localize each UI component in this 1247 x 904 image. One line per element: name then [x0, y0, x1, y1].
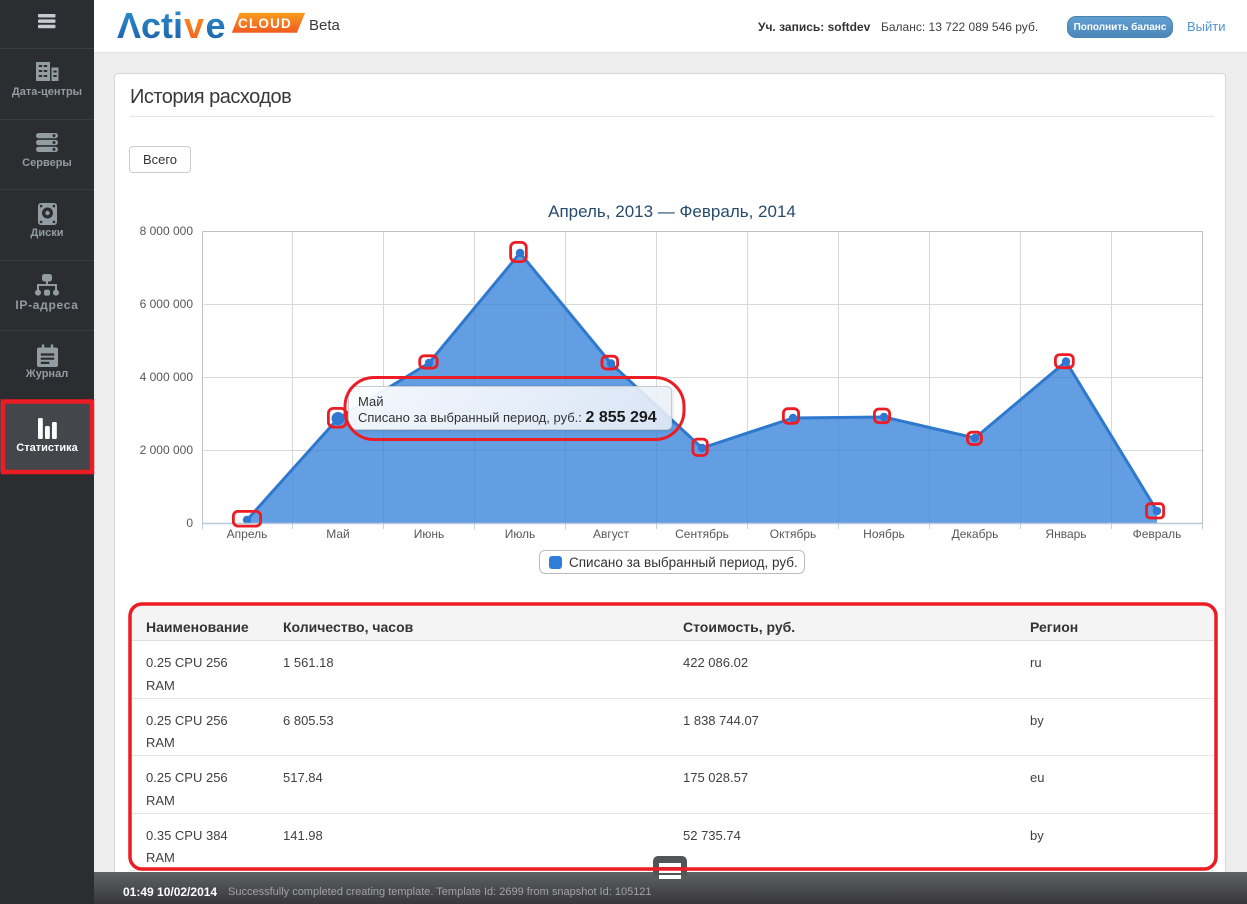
svg-text:2 000 000: 2 000 000 — [140, 443, 194, 457]
svg-text:e: e — [206, 5, 226, 46]
svg-text:CLOUD: CLOUD — [238, 16, 292, 31]
svg-text:0: 0 — [186, 516, 193, 530]
svg-text:Август: Август — [593, 527, 630, 541]
svg-text:4 000 000: 4 000 000 — [140, 370, 194, 384]
svg-text:Февраль: Февраль — [1133, 527, 1182, 541]
svg-text:Ноябрь: Ноябрь — [863, 527, 905, 541]
svg-text:Июль: Июль — [505, 527, 536, 541]
svg-text:Май: Май — [326, 527, 350, 541]
svg-text:Июнь: Июнь — [414, 527, 445, 541]
svg-text:Октябрь: Октябрь — [770, 527, 817, 541]
svg-text:6 000 000: 6 000 000 — [140, 297, 194, 311]
svg-text:Апрель, 2013 — Февраль, 2014: Апрель, 2013 — Февраль, 2014 — [548, 202, 796, 221]
svg-text:Январь: Январь — [1045, 527, 1086, 541]
svg-text:Λcti: Λcti — [117, 5, 183, 46]
svg-text:Сентябрь: Сентябрь — [675, 527, 729, 541]
svg-text:Декабрь: Декабрь — [952, 527, 999, 541]
svg-text:v: v — [184, 5, 204, 46]
svg-text:8 000 000: 8 000 000 — [140, 224, 194, 238]
svg-text:Апрель: Апрель — [227, 527, 268, 541]
